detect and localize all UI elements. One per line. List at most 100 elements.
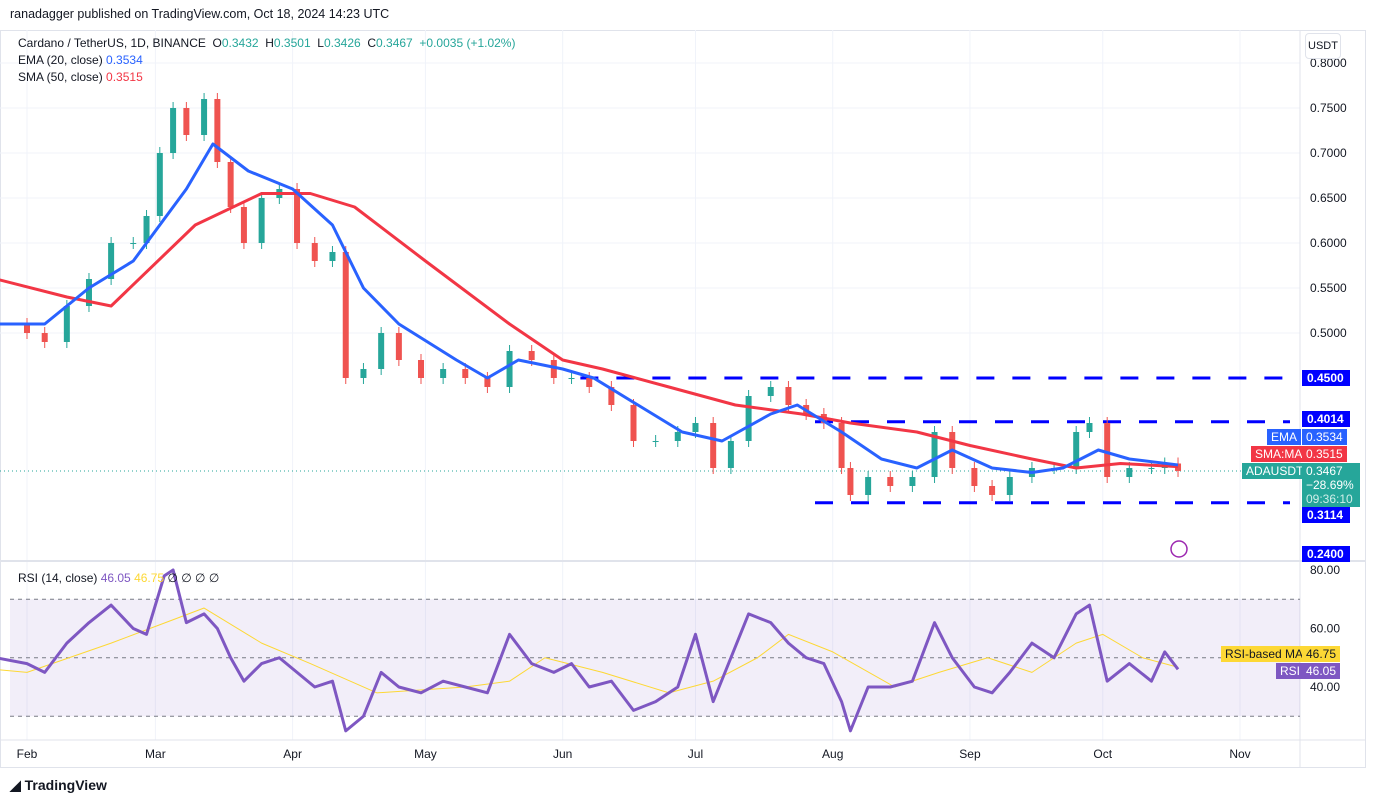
candle [838, 423, 845, 468]
candle [568, 378, 575, 379]
candle [462, 369, 469, 378]
candle [931, 432, 938, 477]
symbol-name: Cardano / TetherUS, 1D, BINANCE [18, 36, 206, 50]
candle [767, 387, 774, 396]
level-label: 0.4500 [1307, 371, 1344, 385]
symbol-tag: ADAUSDT [1242, 463, 1308, 479]
open-label: O [212, 36, 222, 50]
candle [1086, 423, 1093, 432]
rsi-tick: 60.00 [1310, 622, 1340, 636]
candle [745, 396, 752, 441]
level-label-bg [1302, 507, 1350, 523]
candle [395, 333, 402, 360]
change-value: +0.0035 (+1.02%) [419, 36, 516, 50]
candle [710, 423, 717, 468]
low-value: 0.3426 [323, 36, 361, 50]
rsi-ma-value: 46.75 [134, 571, 165, 585]
time-tick-Nov: Nov [1229, 747, 1250, 761]
candle [156, 153, 163, 216]
symbol-legend: Cardano / TetherUS, 1D, BINANCE O0.3432 … [18, 36, 515, 50]
sma-50-line [0, 192, 1179, 470]
candle [170, 108, 177, 153]
rsi-value: 46.05 [100, 571, 131, 585]
time-tick-Jul: Jul [688, 747, 703, 761]
candle [865, 477, 872, 495]
rsi-price-tag: 46.05 [1302, 663, 1341, 679]
candle [240, 207, 247, 243]
candle [85, 279, 92, 306]
ema-tag: EMA [1267, 429, 1302, 445]
candle [227, 162, 234, 207]
candle [294, 189, 301, 243]
level-label-bg [1302, 370, 1350, 386]
rsi-ma-price-tag: 46.75 [1302, 646, 1341, 662]
price-tick: 0.7000 [1310, 146, 1347, 160]
logo-text: TradingView [24, 777, 107, 793]
currency-button[interactable]: USDT [1305, 33, 1341, 59]
sma-tag: SMA:MA [1251, 446, 1307, 462]
price-tick: 0.6500 [1310, 191, 1347, 205]
low-label: L [317, 36, 324, 50]
candle [847, 468, 854, 495]
price-tick: 0.8000 [1310, 56, 1347, 70]
ema-legend[interactable]: EMA (20, close) 0.3534 [18, 53, 143, 67]
candle [909, 477, 916, 486]
candle [63, 306, 70, 342]
candle [785, 387, 792, 405]
candle [528, 351, 535, 360]
rsi-line [0, 568, 1180, 733]
candle [143, 216, 150, 243]
rsi-tick: 80.00 [1310, 563, 1340, 577]
candle [130, 243, 137, 244]
time-tick-Oct: Oct [1093, 747, 1112, 761]
candle [41, 333, 48, 342]
sma-value: 0.3515 [106, 70, 143, 84]
sma-label: SMA (50, close) [18, 70, 103, 84]
candle [550, 360, 557, 378]
candle [360, 369, 367, 378]
level-label: 0.4014 [1307, 412, 1344, 426]
high-value: 0.3501 [273, 36, 311, 50]
percent-change: −28.69% [1306, 478, 1354, 492]
rsi-label: RSI (14, close) [18, 571, 98, 585]
candle [1126, 468, 1133, 477]
tradingview-logo[interactable]: ◢ TradingView [10, 777, 107, 794]
candle [652, 441, 659, 442]
close-label: C [367, 36, 377, 50]
ema-20-line [0, 142, 1179, 474]
rsi-legend[interactable]: RSI (14, close) 46.05 46.75 ∅ ∅ ∅ ∅ [18, 571, 219, 585]
time-tick-Sep: Sep [959, 747, 981, 761]
candle [201, 99, 208, 135]
ema-price-tag: 0.3534 [1302, 429, 1347, 445]
price-tick: 0.6000 [1310, 236, 1347, 250]
time-tick-Feb: Feb [17, 747, 38, 761]
alert-icon [1170, 540, 1188, 558]
candle [586, 378, 593, 387]
sma-legend[interactable]: SMA (50, close) 0.3515 [18, 70, 143, 84]
level-label: 0.3114 [1307, 508, 1343, 522]
level-label-bg [1302, 546, 1350, 562]
candle [887, 477, 894, 486]
candle [24, 324, 30, 333]
rsi-ma-tag: RSI-based MA [1221, 646, 1308, 662]
price-tick: 0.7500 [1310, 101, 1347, 115]
candle [727, 441, 734, 468]
candle [311, 243, 318, 261]
high-label: H [265, 36, 274, 50]
sma-price-tag: 0.3515 [1302, 446, 1347, 462]
rsi-tag: RSI [1276, 663, 1305, 679]
candle [971, 468, 978, 486]
candle [329, 252, 336, 261]
level-label-bg [1302, 411, 1350, 427]
logo-icon: ◢ [10, 777, 25, 793]
candle [1073, 432, 1080, 468]
time-tick-Jun: Jun [553, 747, 572, 761]
rsi-tick: 40.00 [1310, 680, 1340, 694]
candle [630, 405, 637, 441]
ema-value: 0.3534 [106, 53, 143, 67]
chart-frame [0, 30, 1366, 768]
bar-countdown: 09:36:10 [1306, 492, 1353, 506]
last-price-tag: 0.3467 −28.69% 09:36:10 [1302, 463, 1360, 507]
candle [183, 108, 190, 135]
